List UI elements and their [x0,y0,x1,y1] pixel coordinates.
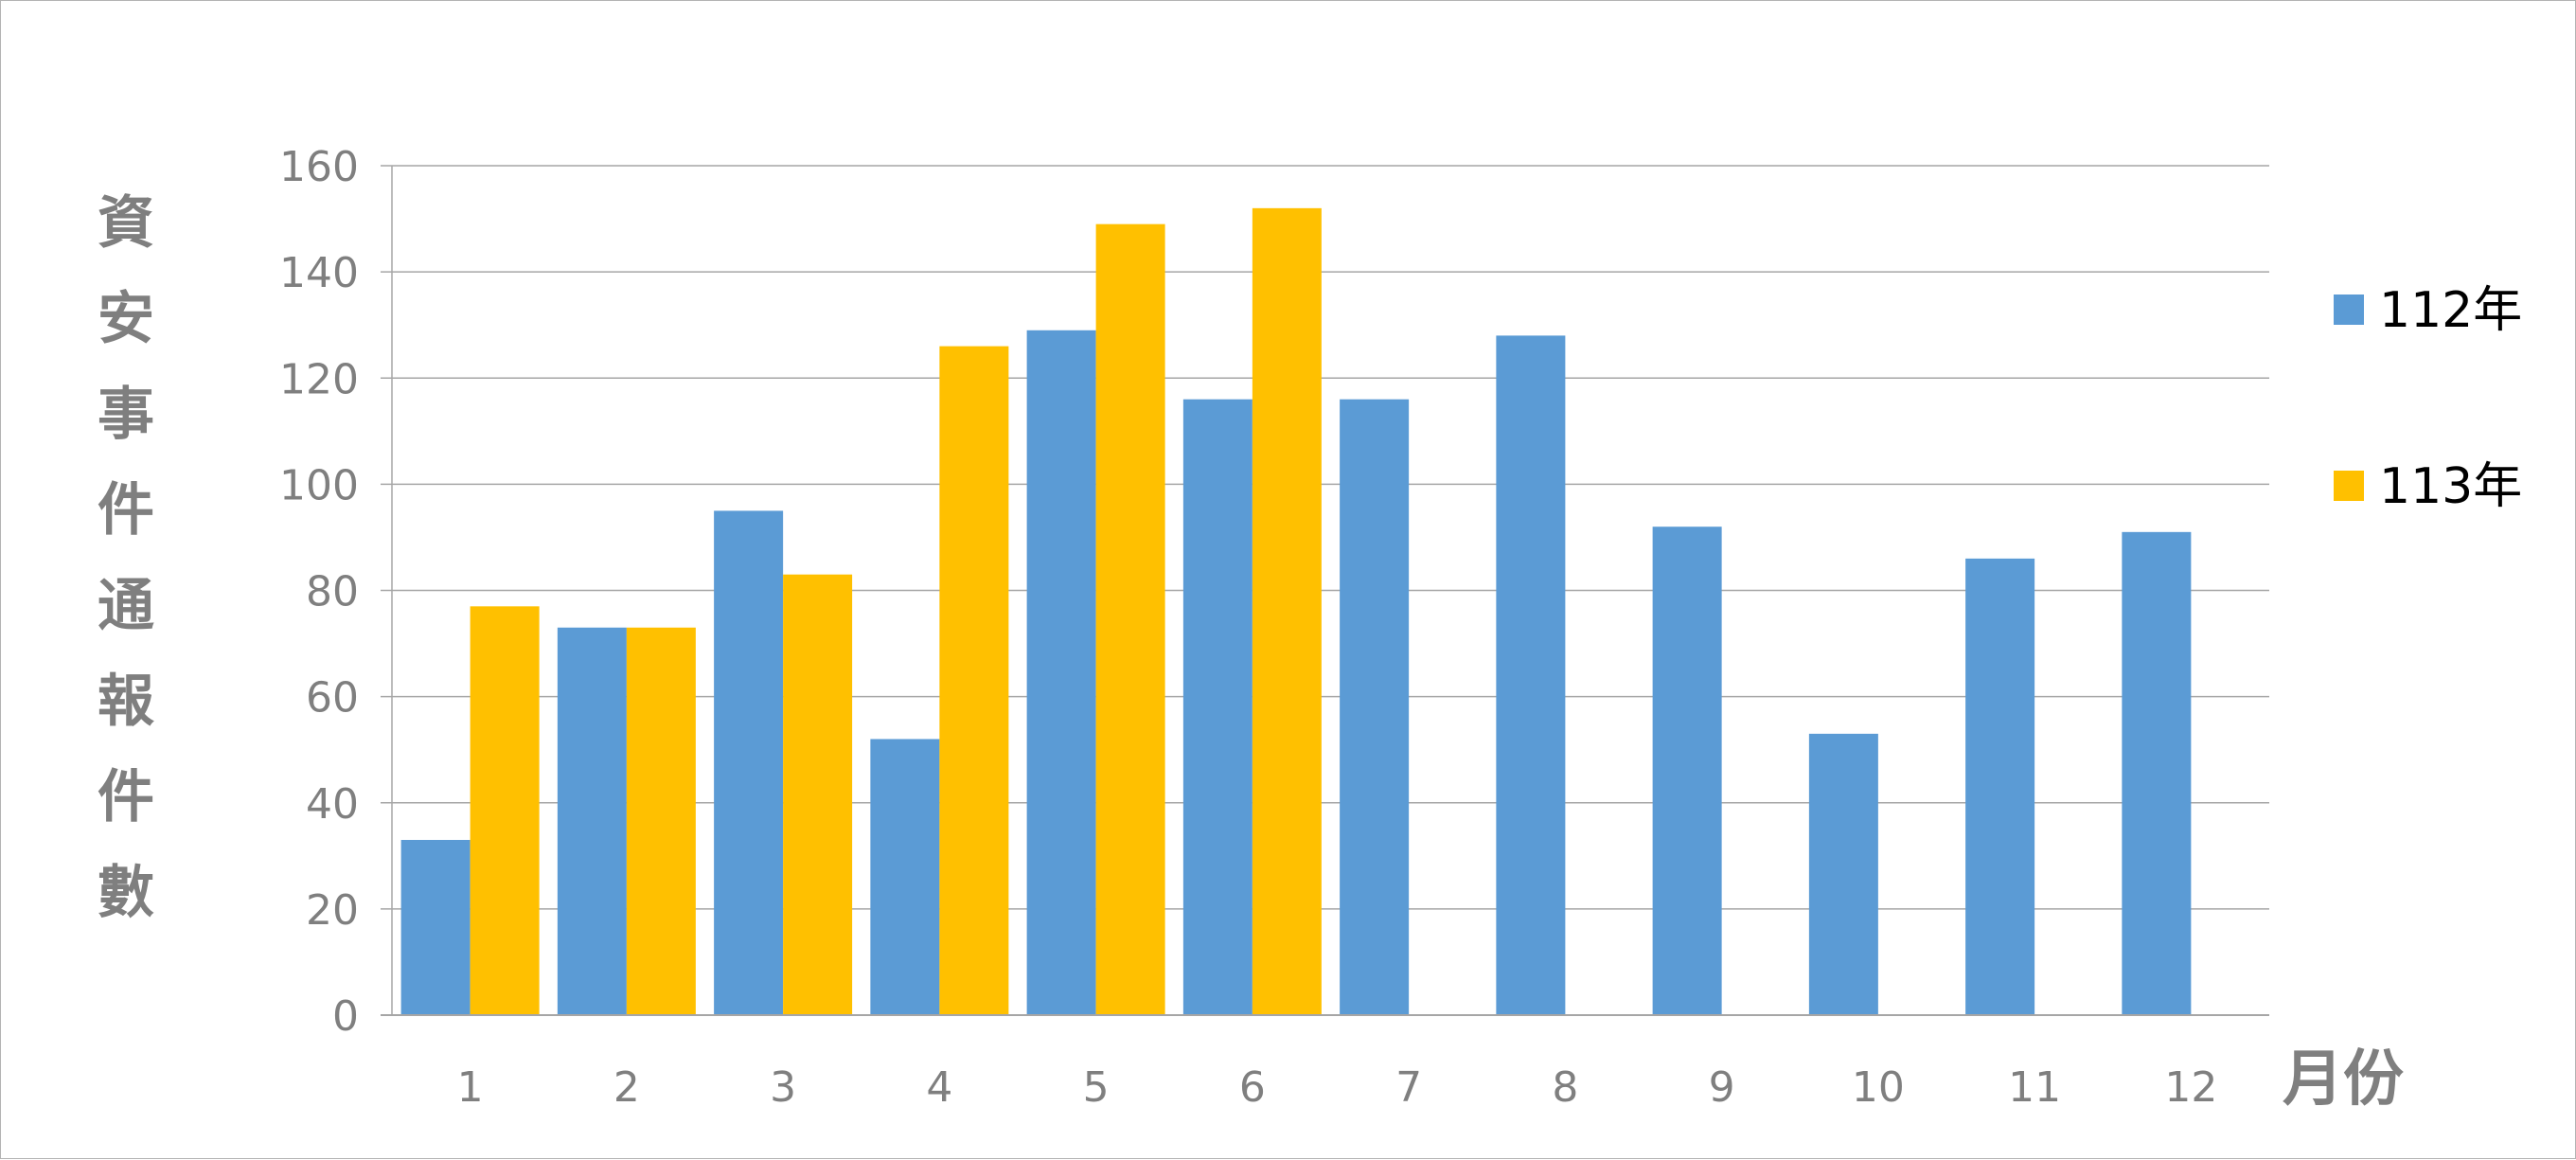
bars [400,207,2192,1016]
y-axis-title: 資安事件通報件數 [98,190,154,926]
x-tick-label: 1 [457,1063,484,1112]
bar-112年-12 [2122,531,2192,1015]
bar-112年-3 [714,510,784,1015]
y-tick-label: 0 [332,992,359,1041]
bar-112年-6 [1182,399,1252,1015]
x-tick-label: 3 [770,1063,796,1112]
bar-112年-10 [1808,733,1878,1015]
bar-113年-2 [626,627,696,1015]
bar-113年-6 [1252,207,1322,1016]
y-tick-label: 80 [306,568,359,616]
x-tick-label: 10 [1852,1063,1905,1112]
bar-112年-1 [400,839,471,1015]
x-axis-title: 月份 [2283,1044,2404,1115]
y-tick-label: 40 [306,780,359,829]
y-tick-label: 140 [279,249,359,297]
bar-112年-4 [870,739,940,1015]
bar-113年-4 [939,346,1009,1015]
bar-112年-7 [1340,399,1410,1015]
bar-113年-3 [783,574,853,1015]
bar-112年-11 [1965,558,2035,1015]
x-tick-label: 2 [613,1063,640,1112]
legend-swatch [2334,294,2364,325]
y-tick-label: 120 [279,355,359,403]
legend: 112年 113年 [2334,282,2522,515]
x-tick-label: 12 [2164,1063,2217,1112]
bar-112年-2 [557,627,627,1015]
bar-113年-1 [470,606,540,1015]
x-tick-label: 7 [1395,1063,1422,1112]
bar-112年-9 [1652,526,1722,1015]
x-tick-label: 9 [1709,1063,1735,1112]
y-tick-label: 160 [279,143,359,191]
x-tick-label: 4 [926,1063,952,1112]
x-tick-label: 5 [1083,1063,1110,1112]
axes [381,165,2269,1016]
bar-113年-5 [1095,223,1165,1015]
legend-swatch [2334,471,2364,501]
bar-112年-8 [1496,335,1566,1015]
x-tick-label: 6 [1239,1063,1266,1112]
legend-label: 112年 [2379,282,2522,339]
legend-label: 113年 [2379,458,2522,515]
y-tick-label: 60 [306,674,359,723]
y-tick-label: 20 [306,886,359,935]
x-tick-label: 11 [2008,1063,2061,1112]
x-tick-label: 8 [1552,1063,1578,1112]
bar-112年-5 [1026,330,1096,1015]
y-tick-label: 100 [279,461,359,509]
gridlines [392,165,2269,910]
